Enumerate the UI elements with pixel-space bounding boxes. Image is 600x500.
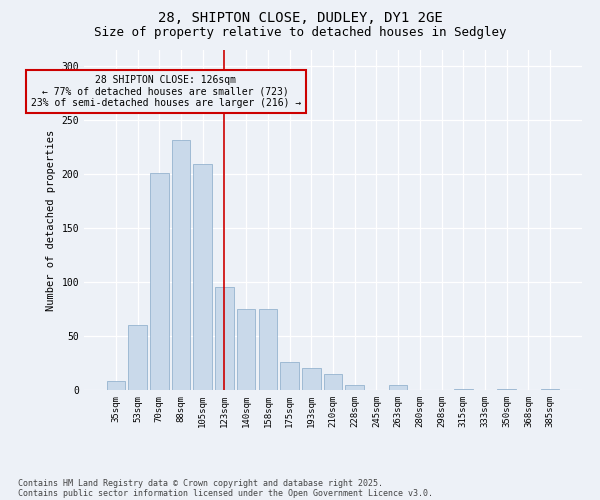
Bar bbox=[346, 384, 364, 390]
Bar bbox=[389, 384, 407, 390]
Bar bbox=[172, 140, 190, 390]
Text: 28, SHIPTON CLOSE, DUDLEY, DY1 2GE: 28, SHIPTON CLOSE, DUDLEY, DY1 2GE bbox=[158, 12, 442, 26]
Bar bbox=[302, 368, 320, 390]
Text: 28 SHIPTON CLOSE: 126sqm
← 77% of detached houses are smaller (723)
23% of semi-: 28 SHIPTON CLOSE: 126sqm ← 77% of detach… bbox=[31, 75, 301, 108]
Text: Size of property relative to detached houses in Sedgley: Size of property relative to detached ho… bbox=[94, 26, 506, 39]
Bar bbox=[324, 374, 342, 390]
Bar bbox=[128, 325, 147, 390]
Bar bbox=[541, 389, 559, 390]
Bar bbox=[150, 173, 169, 390]
Y-axis label: Number of detached properties: Number of detached properties bbox=[46, 130, 56, 310]
Bar bbox=[237, 309, 256, 390]
Bar bbox=[497, 389, 516, 390]
Bar bbox=[193, 164, 212, 390]
Bar bbox=[259, 309, 277, 390]
Text: Contains HM Land Registry data © Crown copyright and database right 2025.
Contai: Contains HM Land Registry data © Crown c… bbox=[18, 479, 433, 498]
Bar bbox=[215, 288, 233, 390]
Bar bbox=[107, 382, 125, 390]
Bar bbox=[280, 362, 299, 390]
Bar bbox=[454, 389, 473, 390]
